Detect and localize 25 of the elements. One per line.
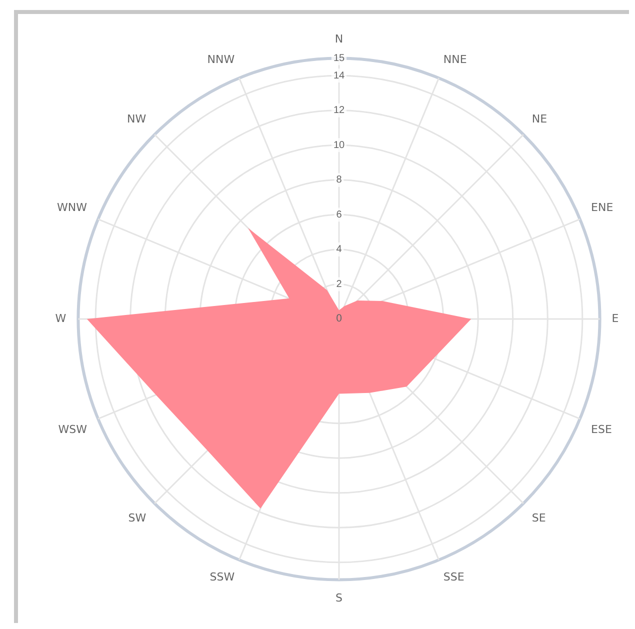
spoke-label: ESE (591, 422, 612, 436)
spoke-label: E (612, 312, 619, 325)
spoke-label: S (336, 591, 343, 604)
spoke-label: SE (532, 511, 546, 524)
y-tick-label: 8 (336, 174, 342, 186)
spoke-label: NNW (207, 53, 235, 66)
spoke-label: NNE (443, 53, 467, 66)
spoke-label: SW (128, 511, 146, 524)
spoke-label: WSW (58, 422, 88, 436)
y-tick-label: 15 (333, 52, 345, 64)
y-tick-label: 12 (333, 105, 345, 116)
spoke-label: SSW (210, 570, 235, 584)
spoke-label: WNW (56, 200, 88, 214)
y-tick-label: 6 (336, 209, 342, 220)
spoke-label: ENE (591, 200, 614, 214)
spoke-label: NE (532, 112, 548, 126)
y-tick-label: 2 (336, 278, 342, 290)
y-tick-label: 14 (333, 70, 345, 82)
spoke-label: N (334, 32, 344, 46)
spoke-label: NW (126, 112, 146, 126)
spoke-label: SSE (443, 570, 464, 584)
y-tick-label: 4 (336, 244, 342, 256)
spoke-label: W (55, 312, 66, 325)
y-tick-label: 0 (336, 314, 342, 325)
y-tick-label: 10 (333, 140, 345, 151)
